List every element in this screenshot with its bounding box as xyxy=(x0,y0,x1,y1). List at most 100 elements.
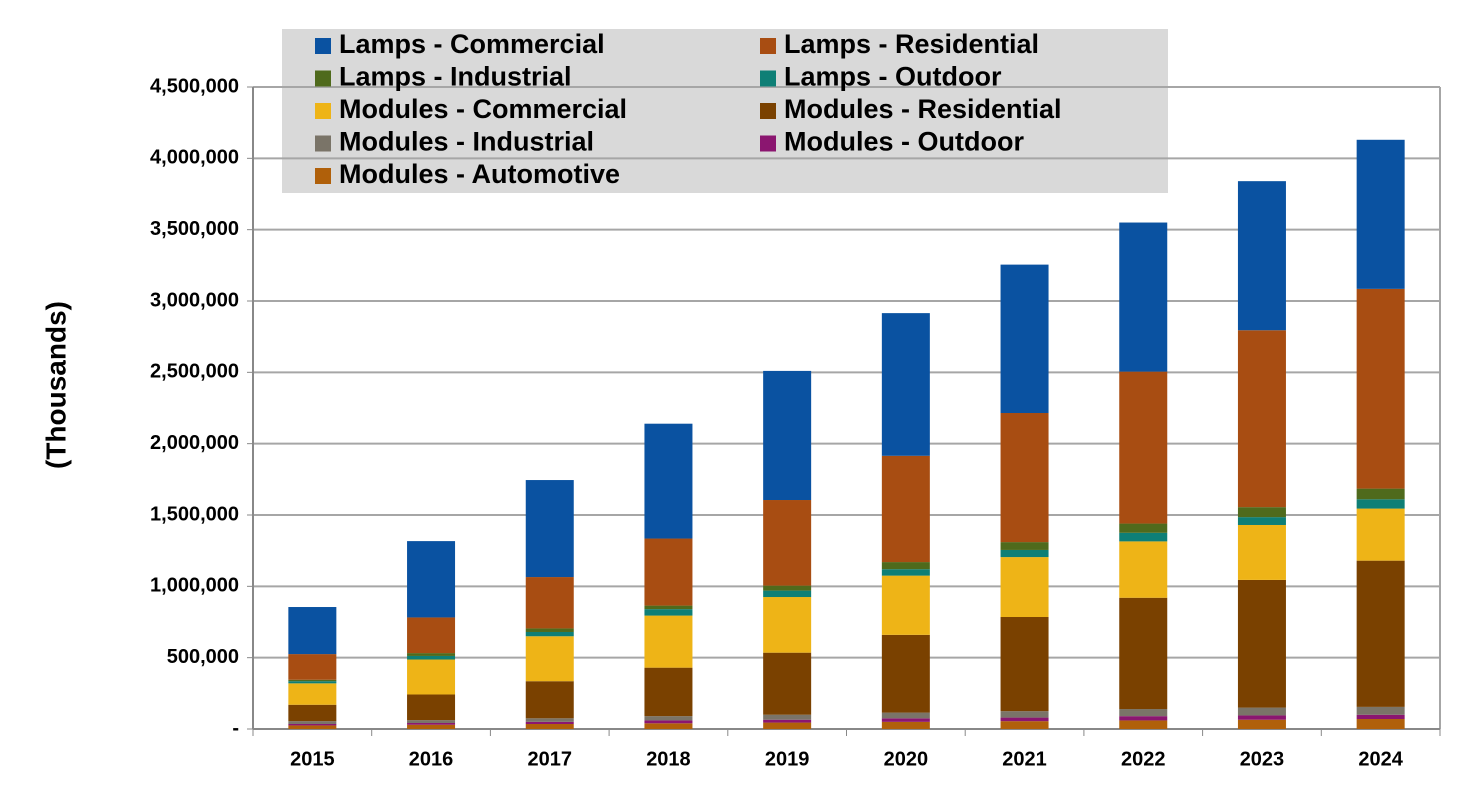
legend-label: Modules - Commercial xyxy=(339,94,627,124)
bar-segment xyxy=(1000,412,1049,543)
legend-label: Modules - Automotive xyxy=(339,159,620,189)
y-tick-label: 1,500,000 xyxy=(150,503,239,525)
legend-swatch xyxy=(315,168,331,184)
legend-swatch xyxy=(315,103,331,119)
bar-segment xyxy=(1237,524,1286,580)
bar-segment xyxy=(763,500,812,586)
legend-label: Lamps - Outdoor xyxy=(784,62,1002,92)
bar-segment xyxy=(881,313,930,456)
bar-segment xyxy=(1119,541,1168,598)
legend-box xyxy=(282,29,1168,193)
legend-label: Lamps - Commercial xyxy=(339,29,605,59)
bar-segment xyxy=(1119,371,1168,524)
bar-segment xyxy=(1119,716,1168,721)
x-tick-label: 2023 xyxy=(1240,748,1285,770)
bar-segment xyxy=(763,590,812,598)
bar-segment xyxy=(525,681,574,719)
bar-segment xyxy=(644,723,693,729)
bar-segment xyxy=(1000,711,1049,718)
bar-segment xyxy=(525,724,574,729)
bar-segment xyxy=(881,575,930,635)
bar-segment xyxy=(407,694,456,721)
bar-segment xyxy=(1237,719,1286,729)
bar-segment xyxy=(525,631,574,637)
bar-segment xyxy=(1119,709,1168,717)
bar-segment xyxy=(1237,715,1286,720)
y-tick-label: 1,000,000 xyxy=(150,575,239,597)
bar-segment xyxy=(1237,181,1286,331)
bar-segment xyxy=(644,423,693,539)
bar-segment xyxy=(407,659,456,695)
bar-segment xyxy=(525,721,574,725)
legend-label: Lamps - Residential xyxy=(784,29,1039,59)
bar-segment xyxy=(1000,264,1049,413)
x-tick-label: 2020 xyxy=(884,748,929,770)
bar-segment xyxy=(288,683,337,705)
bar-segment xyxy=(407,617,456,654)
bar-segment xyxy=(644,615,693,668)
bar-segment xyxy=(1356,139,1405,289)
y-tick-label: 2,000,000 xyxy=(150,432,239,454)
bar-segment xyxy=(1119,720,1168,729)
bar-segment xyxy=(763,714,812,720)
y-tick-label: 500,000 xyxy=(167,646,239,668)
bar-segment xyxy=(288,704,337,722)
legend-swatch xyxy=(315,38,331,54)
bar-segment xyxy=(1000,617,1049,712)
legend-swatch xyxy=(760,135,776,152)
bar-segment xyxy=(763,722,812,729)
bar-segment xyxy=(407,724,456,729)
bar-segment xyxy=(1000,542,1049,550)
bar-segment xyxy=(1356,488,1405,500)
bar-segment xyxy=(763,719,812,723)
bar-segment xyxy=(763,652,812,715)
x-tick-label: 2017 xyxy=(528,748,573,770)
bar-segment xyxy=(763,585,812,591)
bar-segment xyxy=(644,605,693,610)
legend-label: Modules - Residential xyxy=(784,94,1062,124)
bar-segment xyxy=(881,569,930,576)
bar-segment xyxy=(763,370,812,501)
bar-segment xyxy=(525,480,574,578)
bar-segment xyxy=(1237,707,1286,716)
bar-segment xyxy=(644,609,693,616)
legend-swatch xyxy=(760,38,776,54)
bar-segment xyxy=(1119,222,1168,372)
bar-segment xyxy=(881,634,930,713)
legend-swatch xyxy=(760,103,776,119)
bar-segment xyxy=(525,577,574,629)
bar-segment xyxy=(407,541,456,618)
legend-swatch xyxy=(315,70,331,87)
bar-segment xyxy=(881,712,930,719)
bar-segment xyxy=(881,718,930,722)
bar-segment xyxy=(288,681,337,684)
x-tick-label: 2015 xyxy=(290,748,335,770)
y-tick-label: 2,500,000 xyxy=(150,361,239,383)
bar-segment xyxy=(407,655,456,660)
bar-segment xyxy=(1119,523,1168,533)
bar-segment xyxy=(288,721,337,725)
y-tick-label: 4,000,000 xyxy=(150,147,239,169)
bar-segment xyxy=(1356,288,1405,489)
bar-segment xyxy=(525,636,574,682)
legend-label: Modules - Outdoor xyxy=(784,127,1024,157)
bar-segment xyxy=(644,720,693,724)
bar-segment xyxy=(881,455,930,563)
x-tick-label: 2022 xyxy=(1121,748,1166,770)
bar-segment xyxy=(1356,560,1405,707)
bar-segment xyxy=(644,667,693,717)
bar-segment xyxy=(288,724,337,726)
bar-segment xyxy=(288,725,337,729)
bar-segment xyxy=(881,562,930,570)
x-tick-label: 2016 xyxy=(409,748,454,770)
bar-segment xyxy=(288,679,337,682)
bar-segment xyxy=(288,607,337,655)
bar-segment xyxy=(1119,597,1168,710)
bar-segment xyxy=(644,538,693,606)
bar-segment xyxy=(1237,517,1286,525)
bar-segment xyxy=(1237,507,1286,518)
legend-swatch xyxy=(315,135,331,152)
bar-segment xyxy=(881,721,930,729)
x-tick-label: 2024 xyxy=(1358,748,1403,770)
